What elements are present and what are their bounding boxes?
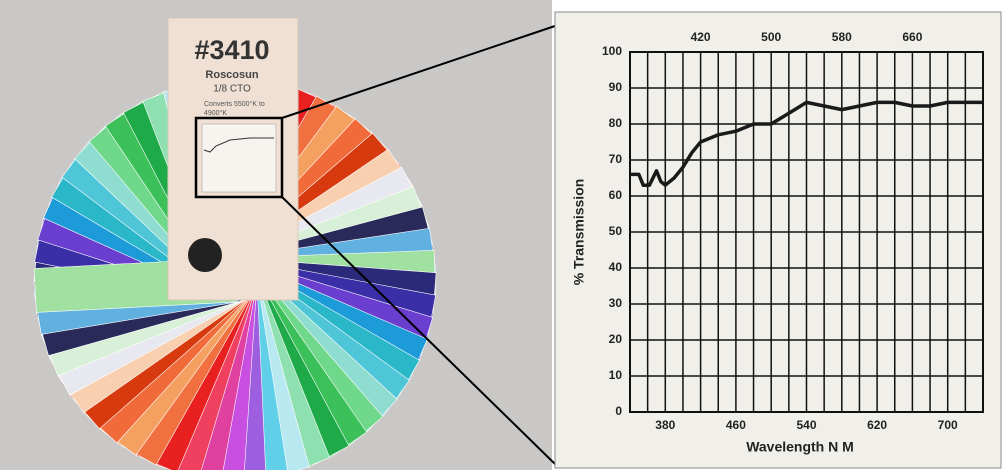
page: #3410 Roscosun 1/8 CTO Converts 5500°K t… (0, 0, 1004, 470)
y-tick-label: 60 (609, 188, 623, 202)
swatch-subtitle: 1/8 CTO (213, 84, 251, 95)
swatch-note: Converts 5500°K to (204, 100, 265, 108)
y-tick-label: 90 (609, 80, 623, 94)
x-tick-label: 380 (655, 418, 675, 432)
swatch-code: #3410 (194, 35, 269, 65)
x2-tick-label: 660 (902, 30, 922, 44)
swatch-hole (188, 238, 222, 272)
y-tick-label: 40 (609, 260, 623, 274)
y-axis-title: % Transmission (571, 179, 587, 286)
x2-tick-label: 580 (832, 30, 852, 44)
y-tick-label: 20 (609, 332, 623, 346)
swatch-name: Roscosun (205, 69, 258, 81)
y-tick-label: 70 (609, 152, 623, 166)
x-tick-label: 620 (867, 418, 887, 432)
x-axis-title: Wavelength N M (746, 439, 854, 455)
swatch-note: 4900°K (204, 109, 227, 117)
x-tick-label: 460 (726, 418, 746, 432)
y-tick-label: 100 (602, 44, 622, 58)
x2-tick-label: 500 (761, 30, 781, 44)
mini-chart (202, 124, 276, 192)
x-tick-label: 540 (796, 418, 816, 432)
x-tick-label: 700 (938, 418, 958, 432)
y-tick-label: 50 (609, 224, 623, 238)
y-tick-label: 0 (615, 404, 622, 418)
y-tick-label: 10 (609, 368, 623, 382)
y-tick-label: 80 (609, 116, 623, 130)
x2-tick-label: 420 (691, 30, 711, 44)
y-tick-label: 30 (609, 296, 623, 310)
